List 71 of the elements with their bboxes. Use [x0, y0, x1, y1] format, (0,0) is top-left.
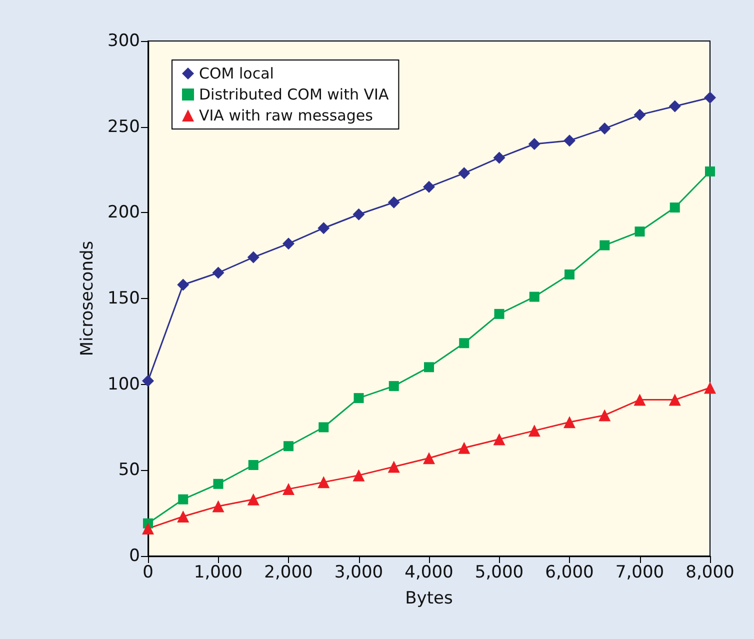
point: [177, 510, 190, 523]
point: [634, 394, 646, 406]
point: [142, 522, 154, 535]
y-tick-label: 100: [108, 374, 140, 394]
point: [670, 202, 680, 213]
point: [388, 381, 399, 392]
point: [424, 362, 434, 372]
y-axis-title: Microseconds: [78, 240, 98, 356]
point: [458, 167, 470, 180]
point: [634, 226, 645, 237]
x-tick-label: 3,000: [334, 562, 384, 582]
point: [423, 180, 435, 193]
point: [352, 208, 365, 220]
x-tick-label: 1,000: [194, 562, 243, 582]
point: [564, 134, 576, 147]
point: [248, 460, 258, 470]
point: [213, 478, 224, 489]
point: [282, 483, 294, 496]
point: [458, 442, 470, 454]
point: [600, 240, 610, 250]
point: [318, 222, 330, 234]
point: [529, 292, 540, 302]
point: [388, 196, 400, 208]
x-tick-label: 8,000: [686, 562, 734, 582]
x-tick-label: 7,000: [615, 562, 664, 582]
point: [212, 500, 224, 512]
point: [247, 251, 260, 264]
point: [493, 152, 506, 164]
y-tick-label: 200: [108, 202, 140, 223]
point: [598, 122, 611, 135]
y-tick-label: 300: [108, 31, 140, 51]
point: [177, 278, 190, 291]
point: [564, 269, 574, 280]
y-tick-label: 50: [118, 460, 140, 480]
point: [352, 469, 365, 482]
point: [528, 424, 540, 437]
point: [668, 394, 681, 406]
point: [247, 493, 260, 506]
point: [598, 409, 611, 422]
point: [634, 108, 646, 121]
point: [459, 338, 470, 348]
point: [212, 266, 224, 279]
y-tick-label: 150: [108, 288, 140, 308]
point: [423, 452, 435, 464]
point: [528, 138, 540, 150]
x-tick-label: 4,000: [404, 562, 454, 582]
point: [704, 92, 716, 104]
x-tick-label: 6,000: [545, 562, 594, 582]
y-tick-label: 0: [129, 546, 140, 566]
point: [494, 308, 504, 319]
point: [388, 460, 400, 473]
x-axis-title: Bytes: [405, 588, 453, 608]
point: [282, 238, 294, 250]
point: [354, 393, 364, 404]
legend-label: COM local: [199, 64, 274, 82]
x-tick-label: 5,000: [474, 562, 524, 582]
point: [318, 476, 330, 488]
point: [318, 422, 329, 432]
point: [284, 441, 294, 452]
point: [178, 494, 188, 504]
point: [704, 382, 716, 394]
point: [564, 416, 576, 428]
point: [493, 433, 506, 446]
y-tick-label: 250: [108, 116, 140, 137]
point: [668, 100, 681, 112]
x-tick-label: 0: [142, 562, 154, 582]
legend-label: VIA with raw messages: [199, 106, 374, 124]
legend-label: Distributed COM with VIA: [199, 86, 390, 104]
x-tick-label: 2,000: [264, 562, 313, 582]
point: [705, 166, 715, 176]
point: [142, 374, 154, 387]
